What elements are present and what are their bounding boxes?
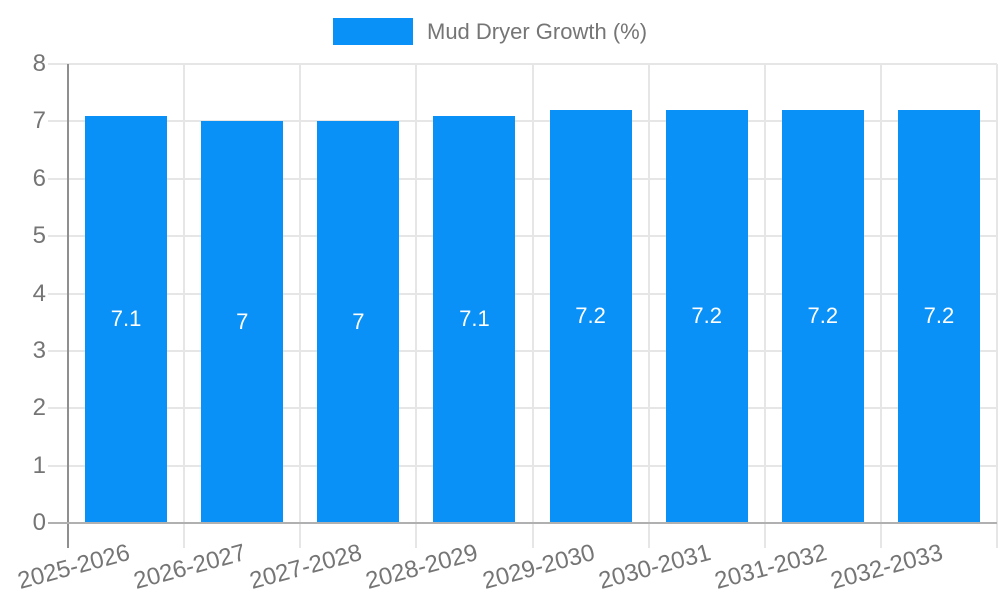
bar[interactable] bbox=[549, 109, 632, 523]
x-gridline bbox=[299, 64, 302, 548]
bar-value-label: 7.1 bbox=[459, 306, 490, 332]
y-axis-tick-label: 8 bbox=[32, 50, 46, 77]
y-axis-tick-label: 3 bbox=[32, 336, 46, 364]
bar-value-label: 7 bbox=[236, 309, 249, 335]
y-gridline bbox=[48, 235, 997, 238]
y-axis-tick-label: 6 bbox=[32, 164, 46, 192]
legend-swatch bbox=[333, 18, 413, 45]
y-axis-tick-label: 0 bbox=[32, 509, 46, 536]
x-gridline bbox=[763, 64, 766, 548]
x-gridline bbox=[996, 64, 998, 548]
x-gridline bbox=[531, 64, 534, 548]
y-gridline bbox=[48, 407, 997, 410]
y-gridline bbox=[48, 63, 997, 65]
bar[interactable] bbox=[781, 109, 864, 523]
bar[interactable] bbox=[433, 115, 516, 523]
x-gridline bbox=[879, 64, 882, 548]
bar-value-label: 7.2 bbox=[575, 303, 606, 329]
bar[interactable] bbox=[317, 121, 400, 523]
x-gridline bbox=[647, 64, 650, 548]
y-axis-tick-label: 4 bbox=[32, 279, 46, 307]
x-gridline bbox=[415, 64, 418, 548]
y-axis-tick-label: 1 bbox=[32, 451, 46, 479]
legend-label: Mud Dryer Growth (%) bbox=[427, 18, 648, 44]
bar-value-label: 7.2 bbox=[923, 303, 955, 329]
y-gridline bbox=[48, 464, 997, 467]
y-axis-tick-label: 7 bbox=[32, 107, 46, 135]
y-gridline bbox=[48, 120, 997, 123]
legend: Mud Dryer Growth (%) bbox=[333, 18, 647, 45]
bar[interactable] bbox=[665, 109, 748, 523]
bar[interactable] bbox=[897, 109, 980, 523]
bar[interactable] bbox=[201, 121, 284, 523]
y-axis-line bbox=[67, 64, 69, 548]
bar-value-label: 7.2 bbox=[691, 303, 722, 329]
y-gridline bbox=[48, 177, 997, 180]
y-axis-tick-label: 2 bbox=[32, 394, 46, 422]
y-gridline bbox=[48, 349, 997, 352]
y-axis-tick-label: 5 bbox=[32, 222, 46, 250]
bar-value-label: 7.2 bbox=[807, 303, 839, 329]
bar[interactable] bbox=[85, 115, 168, 523]
y-gridline bbox=[48, 292, 997, 295]
x-axis-baseline bbox=[48, 522, 997, 524]
bar-value-label: 7.1 bbox=[110, 306, 142, 332]
x-gridline bbox=[183, 64, 186, 548]
bar-value-label: 7 bbox=[352, 309, 365, 335]
